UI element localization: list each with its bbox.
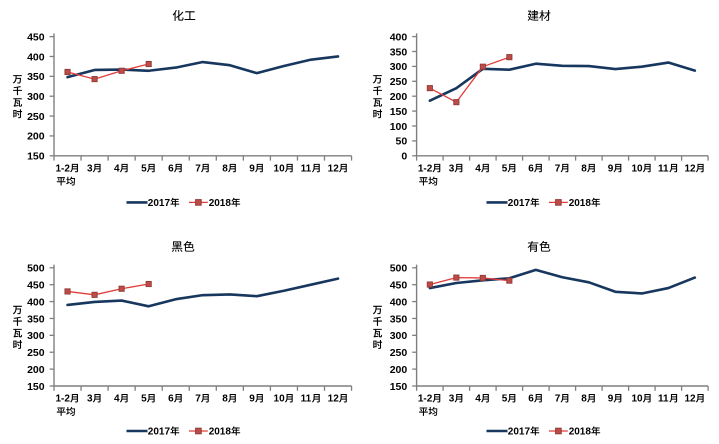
svg-text:300: 300: [27, 91, 45, 103]
svg-text:5: 5: [141, 394, 147, 405]
svg-text:9: 9: [608, 164, 614, 175]
svg-text:1-2: 1-2: [56, 394, 71, 405]
svg-text:450: 450: [27, 279, 45, 291]
svg-text:7: 7: [555, 394, 561, 405]
svg-text:12: 12: [328, 164, 340, 175]
svg-text:9: 9: [249, 164, 255, 175]
svg-text:500: 500: [27, 263, 45, 275]
svg-text:400: 400: [390, 296, 408, 308]
svg-text:400: 400: [27, 296, 45, 308]
svg-text:50: 50: [396, 136, 408, 148]
svg-text:2018: 2018: [569, 427, 592, 438]
svg-text:250: 250: [390, 76, 408, 88]
svg-text:150: 150: [27, 381, 45, 393]
svg-text:500: 500: [390, 263, 408, 275]
svg-text:9: 9: [249, 394, 255, 405]
svg-text:6: 6: [168, 164, 174, 175]
svg-text:200: 200: [27, 131, 45, 143]
svg-text:350: 350: [27, 71, 45, 83]
svg-text:3: 3: [449, 394, 455, 405]
svg-text:5: 5: [502, 164, 508, 175]
svg-text:2018: 2018: [209, 198, 232, 209]
svg-text:250: 250: [390, 347, 408, 359]
svg-text:11: 11: [301, 394, 312, 405]
svg-text:350: 350: [390, 313, 408, 325]
svg-text:9: 9: [608, 394, 614, 405]
svg-text:7: 7: [195, 164, 201, 175]
svg-text:3: 3: [87, 394, 93, 405]
svg-text:4: 4: [114, 394, 120, 405]
svg-text:6: 6: [528, 164, 534, 175]
svg-text:150: 150: [390, 381, 408, 393]
svg-text:2018: 2018: [569, 198, 592, 209]
svg-text:4: 4: [475, 394, 481, 405]
svg-text:12: 12: [328, 394, 340, 405]
svg-text:10: 10: [631, 164, 643, 175]
svg-text:150: 150: [27, 151, 45, 163]
svg-text:400: 400: [27, 51, 45, 63]
svg-text:4: 4: [475, 164, 481, 175]
svg-text:0: 0: [401, 151, 407, 163]
svg-text:6: 6: [528, 394, 534, 405]
svg-text:2017: 2017: [148, 198, 171, 209]
svg-text:8: 8: [222, 164, 228, 175]
svg-text:350: 350: [390, 46, 408, 58]
svg-text:1-2: 1-2: [56, 164, 71, 175]
svg-text:7: 7: [195, 394, 201, 405]
svg-text:5: 5: [502, 394, 508, 405]
svg-text:10: 10: [274, 164, 286, 175]
svg-text:350: 350: [27, 313, 45, 325]
svg-text:11: 11: [658, 394, 669, 405]
svg-text:10: 10: [631, 394, 643, 405]
svg-text:8: 8: [581, 164, 587, 175]
svg-text:200: 200: [390, 364, 408, 376]
svg-text:250: 250: [27, 347, 45, 359]
svg-text:3: 3: [449, 164, 455, 175]
svg-text:11: 11: [658, 164, 669, 175]
svg-text:200: 200: [390, 91, 408, 103]
svg-text:10: 10: [274, 394, 286, 405]
svg-text:2018: 2018: [209, 427, 232, 438]
svg-text:7: 7: [555, 164, 561, 175]
svg-text:300: 300: [27, 330, 45, 342]
svg-text:200: 200: [27, 364, 45, 376]
svg-text:12: 12: [684, 164, 696, 175]
svg-text:1-2: 1-2: [418, 164, 433, 175]
svg-text:6: 6: [168, 394, 174, 405]
svg-text:11: 11: [301, 164, 312, 175]
svg-text:250: 250: [27, 111, 45, 123]
svg-text:450: 450: [390, 279, 408, 291]
svg-text:300: 300: [390, 330, 408, 342]
svg-text:100: 100: [390, 121, 408, 133]
svg-text:150: 150: [390, 106, 408, 118]
svg-text:8: 8: [581, 394, 587, 405]
svg-text:2017: 2017: [148, 427, 171, 438]
svg-text:3: 3: [87, 164, 93, 175]
svg-text:300: 300: [390, 61, 408, 73]
svg-text:4: 4: [114, 164, 120, 175]
svg-text:5: 5: [141, 164, 147, 175]
svg-text:450: 450: [27, 31, 45, 43]
svg-text:8: 8: [222, 394, 228, 405]
svg-text:2017: 2017: [508, 427, 531, 438]
svg-text:2017: 2017: [508, 198, 531, 209]
svg-text:12: 12: [684, 394, 696, 405]
svg-text:1-2: 1-2: [418, 394, 433, 405]
svg-text:400: 400: [390, 31, 408, 43]
